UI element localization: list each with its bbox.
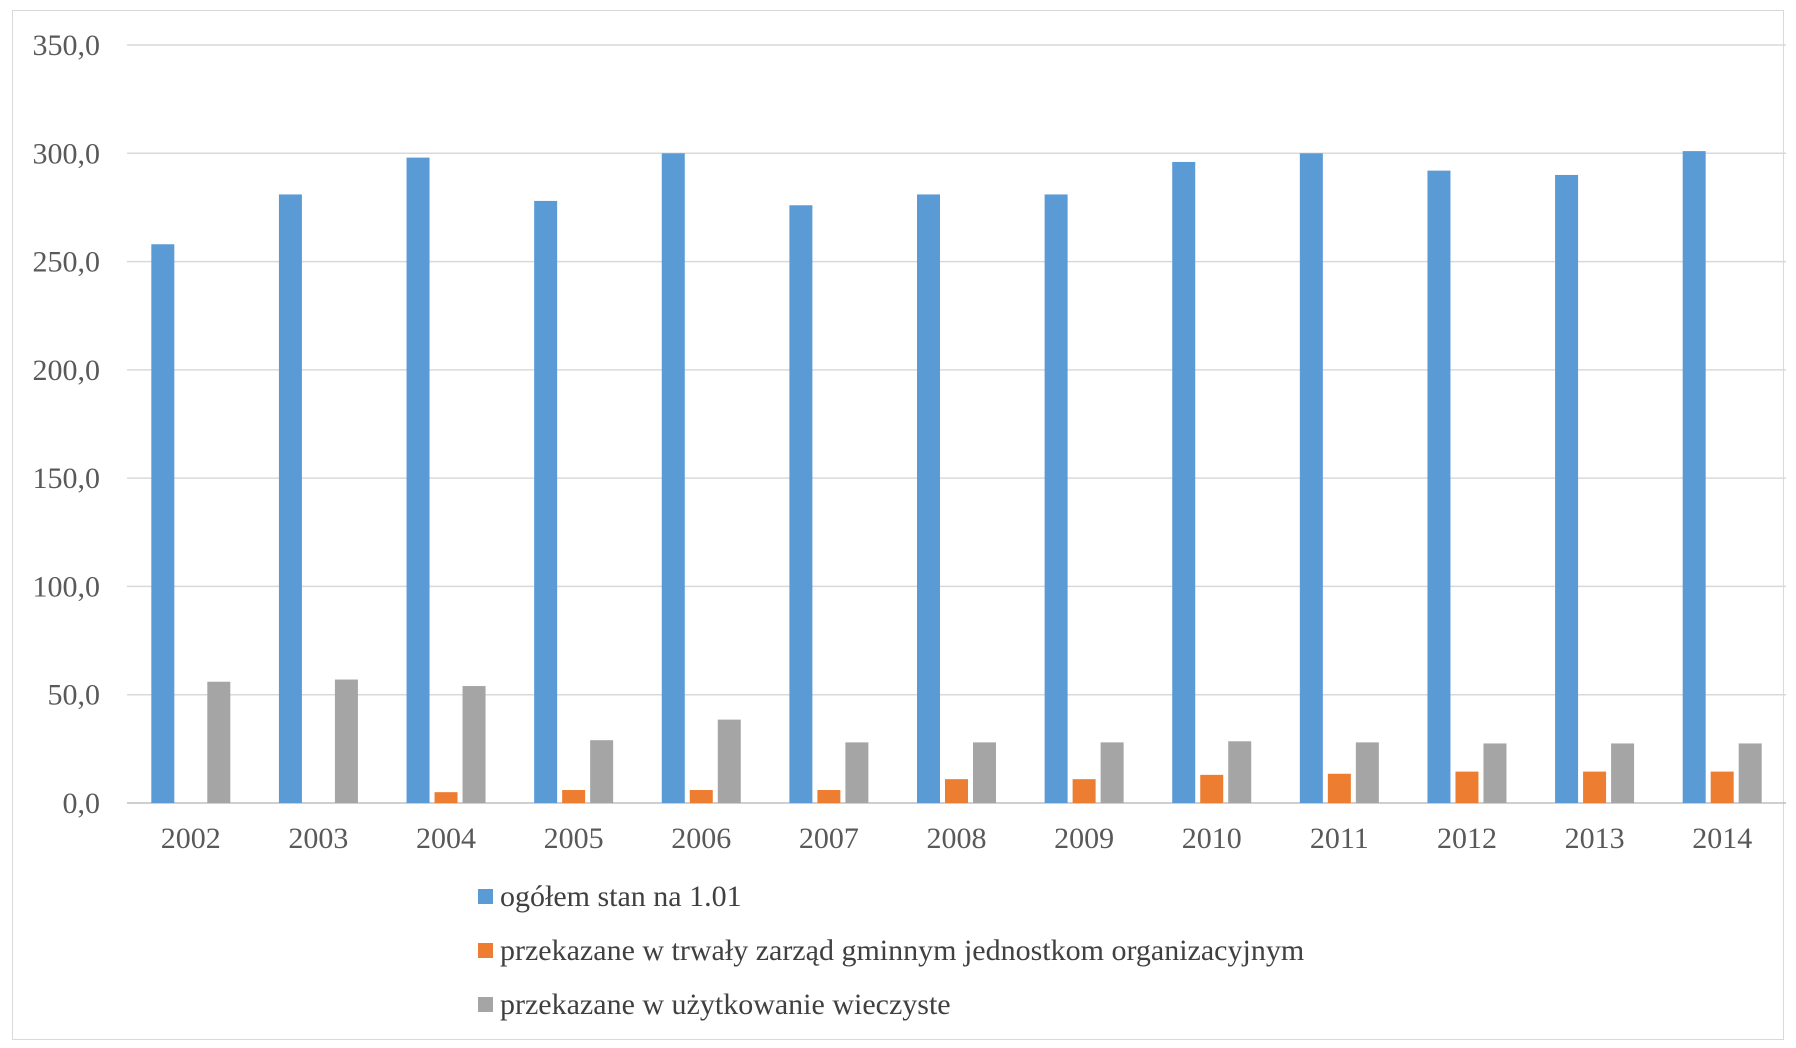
bar-uzytkowanie-wieczyste-2006 — [717, 719, 741, 803]
legend-label: przekazane w trwały zarząd gminnym jedno… — [500, 934, 1304, 967]
bars — [151, 151, 1762, 804]
x-tick-label: 2005 — [544, 822, 604, 855]
x-axis-tick-labels: 2002 2003 2004 2005 2006 2007 2008 2009 2010 2011… — [161, 822, 1752, 855]
x-tick-label: 2008 — [927, 822, 987, 855]
bar-trwaly-zarzad-2012 — [1455, 771, 1479, 803]
bar-uzytkowanie-wieczyste-2013 — [1611, 743, 1635, 803]
chart-frame — [12, 10, 1784, 1040]
bar-ogolem-2012 — [1427, 170, 1451, 803]
y-tick-label: 250,0 — [33, 246, 101, 279]
bar-trwaly-zarzad-2007 — [817, 790, 841, 803]
x-tick-label: 2011 — [1310, 822, 1369, 855]
y-axis-tick-labels: 0,0 50,0 100,0 150,0 200,0 250,0 300,0 350,0 — [33, 29, 101, 820]
x-tick-label: 2004 — [416, 822, 476, 855]
bar-ogolem-2010 — [1172, 161, 1196, 803]
x-tick-label: 2010 — [1182, 822, 1242, 855]
x-tick-label: 2012 — [1437, 822, 1497, 855]
bar-trwaly-zarzad-2004 — [434, 792, 458, 803]
bar-trwaly-zarzad-2005 — [562, 790, 586, 803]
y-tick-label: 100,0 — [33, 570, 101, 603]
bar-trwaly-zarzad-2014 — [1710, 771, 1734, 803]
x-tick-label: 2003 — [288, 822, 348, 855]
y-tick-label: 50,0 — [48, 679, 101, 712]
legend-swatch — [478, 943, 493, 958]
x-tick-label: 2013 — [1565, 822, 1625, 855]
bar-uzytkowanie-wieczyste-2009 — [1100, 742, 1124, 803]
bar-ogolem-2002 — [151, 244, 175, 803]
y-tick-label: 0,0 — [63, 787, 101, 820]
bar-trwaly-zarzad-2011 — [1327, 773, 1351, 803]
bar-ogolem-2008 — [917, 194, 940, 804]
x-tick-label: 2007 — [799, 822, 859, 855]
bar-uzytkowanie-wieczyste-2008 — [973, 742, 996, 803]
bar-uzytkowanie-wieczyste-2004 — [462, 686, 486, 803]
bar-uzytkowanie-wieczyste-2002 — [207, 681, 231, 803]
bar-ogolem-2013 — [1555, 174, 1579, 803]
legend: ogółem stan na 1.01 przekazane w trwały z… — [478, 880, 1304, 1021]
legend-label: przekazane w użytkowanie wieczyste — [500, 988, 951, 1021]
bar-trwaly-zarzad-2010 — [1200, 774, 1224, 803]
y-tick-label: 200,0 — [33, 354, 101, 387]
legend-swatch — [478, 889, 493, 904]
x-tick-label: 2002 — [161, 822, 221, 855]
bar-uzytkowanie-wieczyste-2005 — [590, 740, 614, 803]
bar-ogolem-2011 — [1299, 153, 1323, 804]
bar-trwaly-zarzad-2006 — [689, 790, 713, 803]
y-tick-label: 350,0 — [33, 29, 101, 62]
x-tick-label: 2006 — [671, 822, 731, 855]
bar-trwaly-zarzad-2009 — [1072, 779, 1096, 803]
gridlines — [127, 44, 1786, 804]
bar-ogolem-2004 — [406, 157, 430, 804]
bar-ogolem-2003 — [278, 194, 302, 804]
x-tick-label: 2009 — [1054, 822, 1114, 855]
bar-trwaly-zarzad-2008 — [945, 779, 968, 803]
y-tick-label: 300,0 — [33, 137, 101, 170]
bar-uzytkowanie-wieczyste-2003 — [334, 679, 358, 803]
bar-trwaly-zarzad-2013 — [1583, 771, 1607, 803]
bar-uzytkowanie-wieczyste-2011 — [1355, 742, 1379, 803]
x-tick-label: 2014 — [1692, 822, 1752, 855]
bar-uzytkowanie-wieczyste-2007 — [845, 742, 869, 803]
bar-ogolem-2007 — [789, 205, 813, 803]
y-tick-label: 150,0 — [33, 462, 101, 495]
bar-uzytkowanie-wieczyste-2014 — [1738, 743, 1762, 803]
legend-label: ogółem stan na 1.01 — [500, 880, 742, 913]
bar-uzytkowanie-wieczyste-2010 — [1228, 741, 1252, 803]
bar-ogolem-2009 — [1044, 194, 1068, 804]
bar-ogolem-2014 — [1682, 151, 1706, 803]
bar-uzytkowanie-wieczyste-2012 — [1483, 743, 1507, 803]
bar-ogolem-2006 — [661, 153, 685, 804]
legend-swatch — [478, 997, 493, 1012]
bar-ogolem-2005 — [534, 200, 558, 804]
